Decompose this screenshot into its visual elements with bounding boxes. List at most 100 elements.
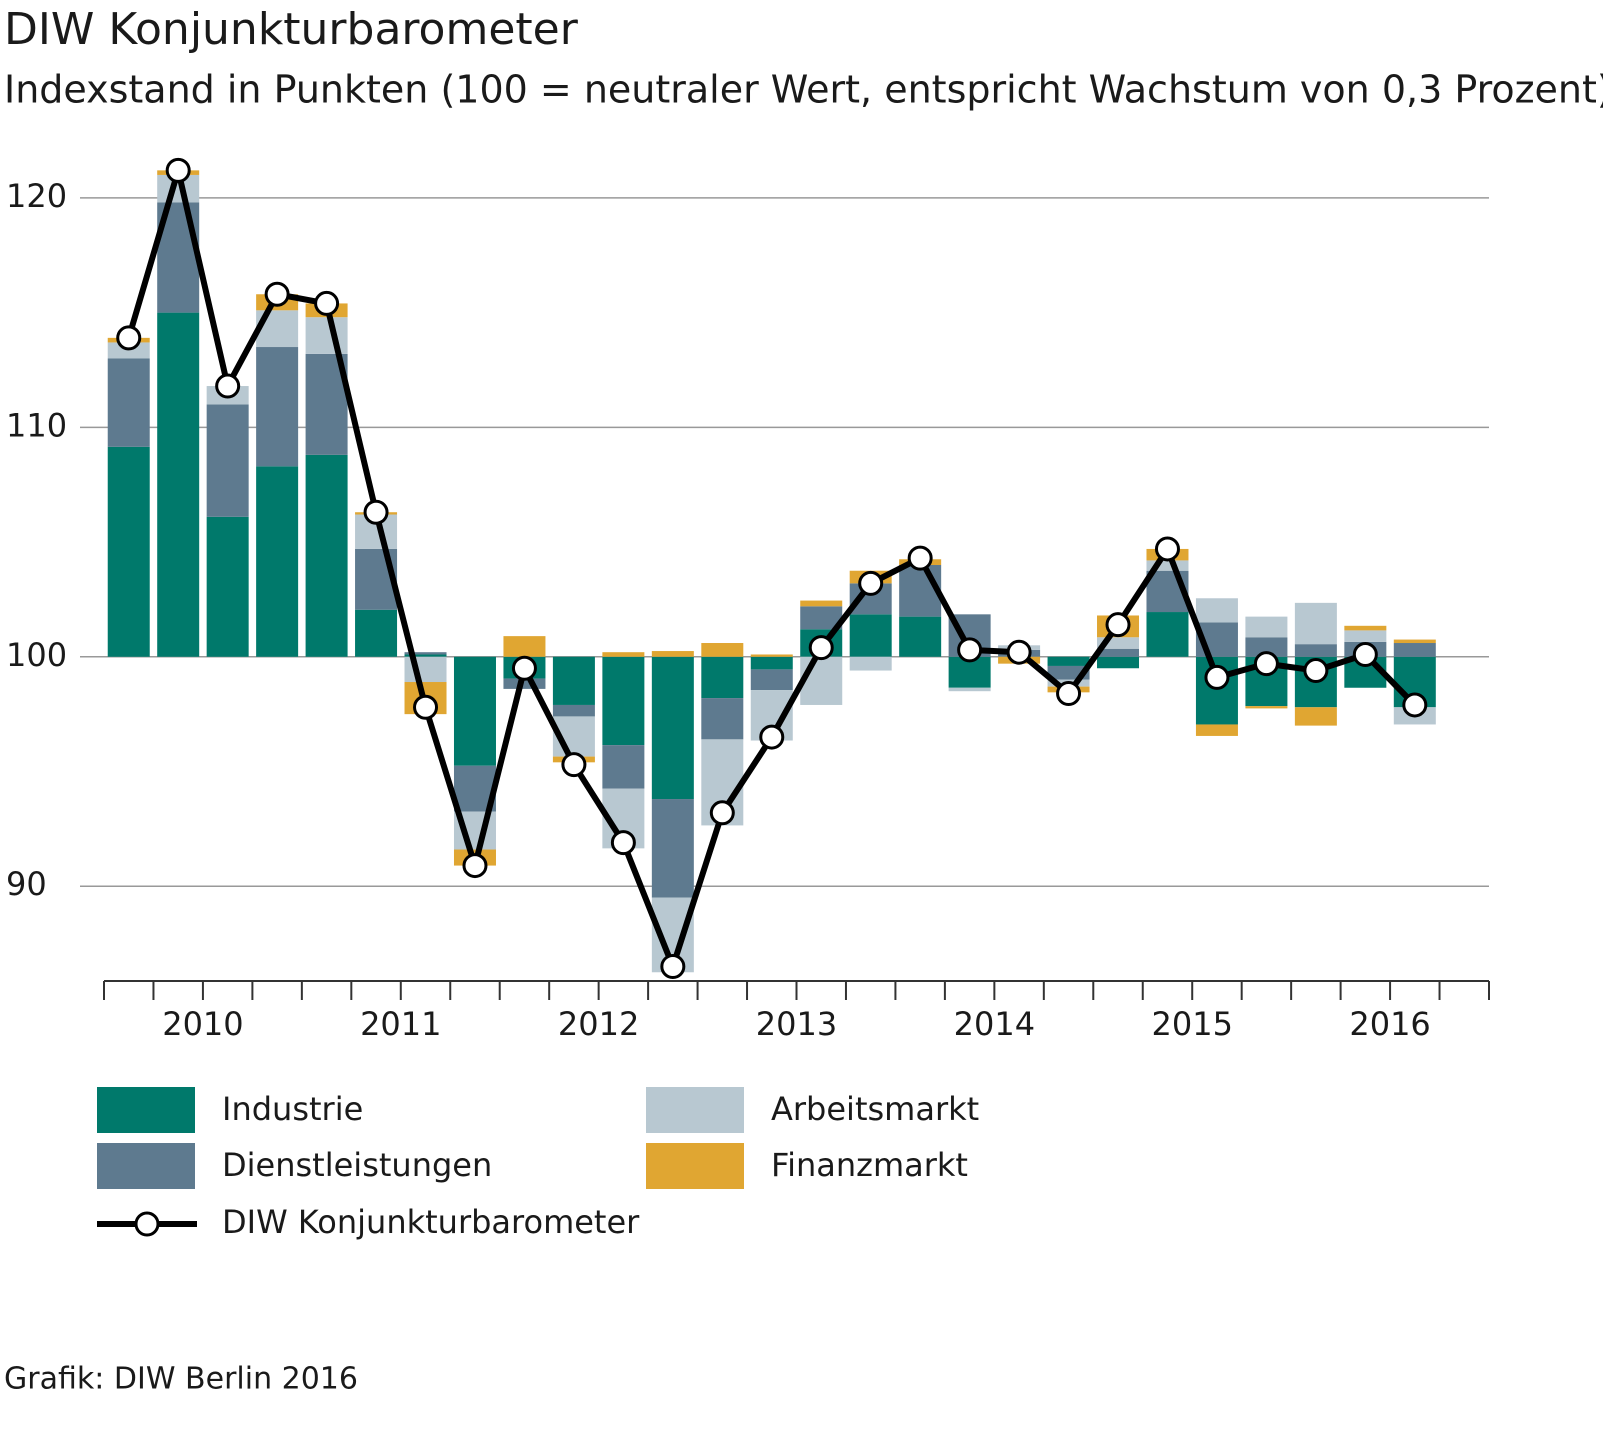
bar-segment [552, 656, 595, 705]
bar-segment [1294, 707, 1337, 726]
bar-segment [899, 616, 942, 657]
line-point [264, 281, 290, 307]
bar-segment [651, 656, 694, 800]
bar-segment [256, 466, 299, 657]
bar-segment [750, 669, 793, 691]
bar-segment [355, 609, 398, 657]
bar-segment [701, 643, 744, 657]
y-tick-label: 100 [6, 636, 67, 674]
line-point [511, 655, 537, 681]
legend-label: Dienstleistungen [222, 1146, 492, 1184]
line-point [1204, 664, 1230, 690]
bar-segment [1047, 656, 1090, 666]
bar-segment [701, 656, 744, 699]
bar-segment [1294, 602, 1337, 645]
source: Grafik: DIW Berlin 2016 [4, 1362, 358, 1397]
bar-segment [206, 404, 249, 517]
chart-subtitle: Indexstand in Punkten (100 = neutraler W… [4, 68, 1603, 112]
bar-segment [948, 687, 991, 692]
line-point [165, 157, 191, 183]
line-point [957, 637, 983, 663]
bar-segment [157, 312, 200, 657]
line-point [116, 325, 142, 351]
bar-segment [800, 600, 843, 607]
bar-segment [305, 317, 348, 354]
chart-title: DIW Konjunkturbarometer [4, 4, 579, 55]
bar-segment [899, 565, 942, 617]
bar-segment [206, 516, 249, 657]
bar-segment [750, 654, 793, 657]
line-point [1154, 536, 1180, 562]
bar-segment [800, 606, 843, 630]
bar-segment [750, 656, 793, 670]
legend-label: Arbeitsmarkt [771, 1090, 979, 1128]
line-point [858, 570, 884, 596]
bar-segment [651, 799, 694, 898]
bar-segment [1097, 637, 1140, 649]
bar-segment [1245, 616, 1288, 638]
line-point [1056, 680, 1082, 706]
x-tick-label: 2010 [162, 1005, 243, 1043]
line-point [610, 830, 636, 856]
bar-segment [107, 342, 150, 359]
x-tick-label: 2016 [1349, 1005, 1430, 1043]
legend-label: Finanzmarkt [771, 1146, 968, 1184]
bar-segment [849, 614, 892, 657]
legend-label: Industrie [222, 1090, 363, 1128]
bar-segment [1393, 643, 1436, 657]
line-point [709, 800, 735, 826]
bar-segment [107, 358, 150, 447]
bar-segment [453, 656, 496, 766]
bar-segment [305, 454, 348, 657]
bar-segment [1393, 639, 1436, 644]
y-tick-label: 90 [6, 865, 47, 903]
x-tick-label: 2015 [1151, 1005, 1232, 1043]
line-point [1352, 641, 1378, 667]
line-point [1402, 692, 1428, 718]
line-point [1006, 639, 1032, 665]
bar-segment [404, 654, 447, 657]
bar-segment [1294, 644, 1337, 657]
bar-segment [1344, 630, 1387, 642]
legend-swatch [97, 1143, 195, 1189]
bar-segment [404, 652, 447, 655]
line-point [1253, 651, 1279, 677]
line-point [561, 752, 587, 778]
line-point [907, 545, 933, 571]
line-point [462, 853, 488, 879]
y-tick-label: 110 [6, 406, 67, 444]
bar-segment [651, 651, 694, 657]
bar-segment [256, 347, 299, 467]
bar-segment [1195, 724, 1238, 736]
bar-segment [1097, 656, 1140, 669]
legend-marker [134, 1211, 160, 1237]
bar-segment [602, 652, 645, 657]
bar-segment [602, 745, 645, 789]
bar-segment [800, 656, 843, 705]
bar-segment [1195, 598, 1238, 623]
line-point [1303, 658, 1329, 684]
y-tick-label: 120 [6, 177, 67, 215]
line-point [1105, 612, 1131, 638]
line-point [759, 724, 785, 750]
bar-segment [849, 656, 892, 671]
line-point [314, 290, 340, 316]
legend-label: DIW Konjunkturbarometer [222, 1203, 640, 1241]
bar-segment [1097, 648, 1140, 657]
bar-segment [1245, 637, 1288, 657]
bar-segment [107, 446, 150, 657]
bar-segment [1344, 625, 1387, 631]
bar-segment [1146, 612, 1189, 657]
line-point [363, 499, 389, 525]
line-point [808, 635, 834, 661]
bar-segment [602, 656, 645, 746]
legend-swatch [646, 1143, 744, 1189]
x-tick-label: 2012 [558, 1005, 639, 1043]
bar-segment [1146, 560, 1189, 571]
bar-segment [552, 704, 595, 717]
bar-segment [1245, 706, 1288, 709]
x-tick-label: 2011 [360, 1005, 441, 1043]
bar-segment [701, 698, 744, 740]
x-tick-label: 2014 [954, 1005, 1035, 1043]
